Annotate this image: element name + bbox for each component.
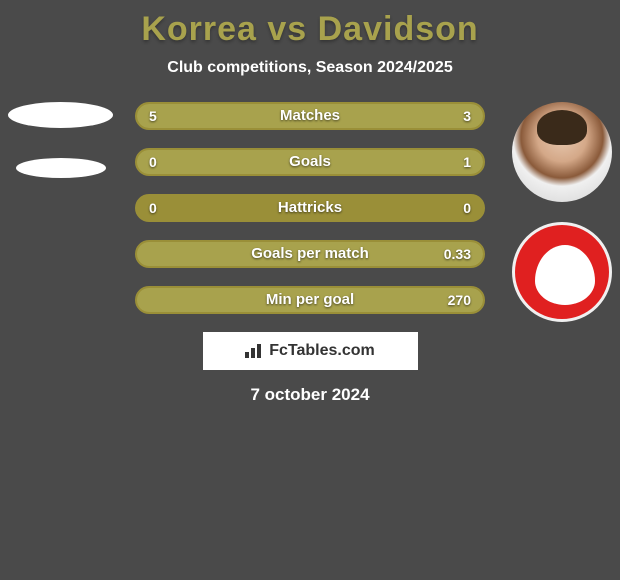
stat-row-hattricks: 0 Hattricks 0 [135, 194, 485, 222]
subtitle: Club competitions, Season 2024/2025 [0, 59, 620, 77]
player-left-avatar [8, 102, 113, 128]
stat-value-right: 0 [463, 196, 471, 220]
stat-row-min-per-goal: Min per goal 270 [135, 286, 485, 314]
stat-value-right: 270 [448, 288, 471, 312]
stat-label: Matches [137, 104, 483, 128]
player-left-club-badge [16, 158, 106, 178]
stat-value-right: 0.33 [444, 242, 471, 266]
stat-label: Min per goal [137, 288, 483, 312]
player-right-club-badge [512, 222, 612, 322]
stat-row-goals: 0 Goals 1 [135, 148, 485, 176]
stat-bars: 5 Matches 3 0 Goals 1 0 Hattricks 0 [135, 102, 485, 314]
chart-icon [245, 344, 263, 358]
stat-label: Goals [137, 150, 483, 174]
stat-value-right: 1 [463, 150, 471, 174]
page-title: Korrea vs Davidson [0, 10, 620, 49]
stat-value-right: 3 [463, 104, 471, 128]
date: 7 october 2024 [0, 385, 620, 405]
player-left-column [8, 102, 113, 178]
stat-label: Hattricks [137, 196, 483, 220]
watermark-text: FcTables.com [269, 342, 375, 360]
player-right-column [512, 102, 612, 322]
stat-row-goals-per-match: Goals per match 0.33 [135, 240, 485, 268]
player-right-avatar [512, 102, 612, 202]
comparison-card: Korrea vs Davidson Club competitions, Se… [0, 0, 620, 415]
watermark: FcTables.com [203, 332, 418, 370]
stats-area: 5 Matches 3 0 Goals 1 0 Hattricks 0 [0, 102, 620, 314]
stat-row-matches: 5 Matches 3 [135, 102, 485, 130]
stat-label: Goals per match [137, 242, 483, 266]
